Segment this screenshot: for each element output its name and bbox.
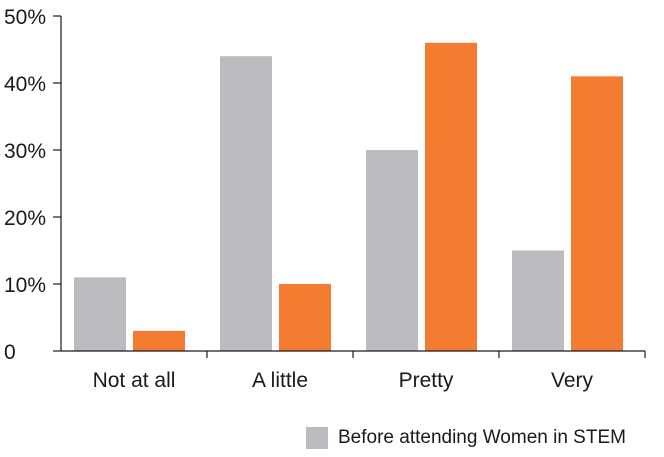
bar-after-very bbox=[571, 76, 623, 352]
bar-after-pretty bbox=[425, 42, 477, 352]
bar-after-not-at-all bbox=[133, 330, 185, 351]
x-tick-label: Very bbox=[551, 369, 594, 392]
bar-before-not-at-all bbox=[74, 277, 126, 351]
legend: Before attending Women in STEM bbox=[306, 424, 626, 452]
y-tick-label: 10% bbox=[4, 274, 46, 297]
x-tick-label: Not at all bbox=[93, 369, 176, 392]
bar-before-pretty bbox=[366, 150, 418, 351]
legend-label-before: Before attending Women in STEM bbox=[338, 427, 626, 448]
bar-group bbox=[74, 42, 623, 352]
bar-before-a-little bbox=[220, 56, 272, 351]
legend-swatch-before bbox=[306, 427, 328, 449]
x-tick-label: Pretty bbox=[399, 369, 454, 392]
y-tick-label: 0 bbox=[4, 341, 16, 364]
x-axis-ticks: Not at all A little Pretty Very bbox=[93, 351, 646, 392]
y-tick-label: 30% bbox=[4, 140, 46, 163]
x-tick-label: A little bbox=[252, 369, 308, 392]
y-tick-label: 50% bbox=[4, 6, 46, 29]
bar-before-very bbox=[512, 250, 564, 351]
y-tick-label: 20% bbox=[4, 207, 46, 230]
bar-after-a-little bbox=[279, 284, 331, 351]
y-axis-ticks: 0 10% 20% 30% 40% 50% bbox=[4, 6, 61, 364]
y-tick-label: 40% bbox=[4, 73, 46, 96]
